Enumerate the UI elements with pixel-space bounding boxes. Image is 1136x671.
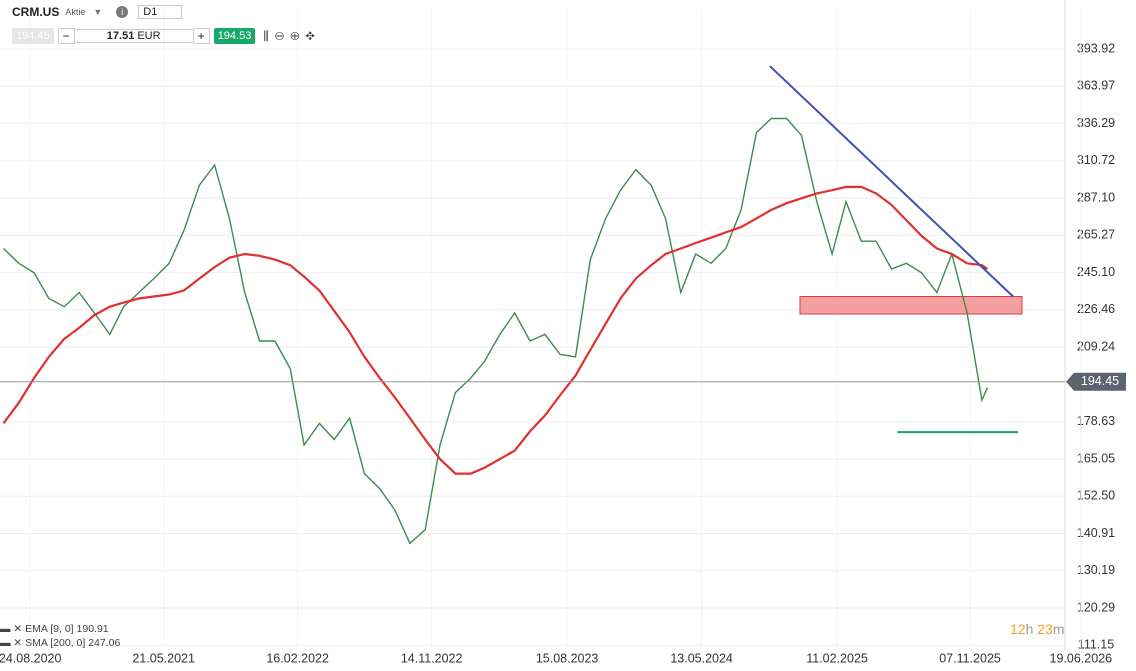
y-tick-label: 178.63: [1077, 414, 1115, 428]
x-tick-label: 07.11.2025: [939, 651, 1001, 665]
y-tick-label: 130.19: [1077, 563, 1115, 577]
chart-tools[interactable]: ⫼⊖⊕✥: [263, 28, 321, 43]
y-tick-label: 265.27: [1077, 228, 1115, 242]
y-tick-label: 111.15: [1078, 638, 1114, 652]
x-tick-label: 15.08.2023: [536, 651, 599, 665]
indicator-value: 190.91: [76, 623, 109, 635]
y-tick-label: 140.91: [1077, 526, 1115, 540]
volume: 17.51: [106, 30, 135, 42]
y-tick-label: 120.29: [1077, 600, 1115, 614]
y-tick-label: 165.05: [1077, 451, 1115, 465]
last-price-box: [1066, 372, 1126, 391]
trend-line: [769, 65, 1014, 298]
indicator-row: ▬ ✕ SMA [200, 0] 247.06: [0, 637, 121, 649]
timer-minutes: 23: [1037, 621, 1053, 637]
y-tick-label: 336.29: [1077, 116, 1115, 130]
x-tick-label: 16.02.2022: [266, 651, 329, 665]
interval-select[interactable]: D1: [138, 5, 183, 19]
indicator-name: EMA [9, 0]: [25, 623, 74, 635]
volume-input[interactable]: 17.51 EUR: [74, 29, 194, 43]
timer-hours: 12: [1010, 621, 1026, 637]
y-tick-label: 209.24: [1077, 339, 1115, 353]
y-tick-label: 152.50: [1077, 489, 1115, 503]
timer-unit: m: [1052, 621, 1065, 637]
last-price-label: 194.45: [1081, 374, 1119, 388]
toolbar-row2: 194.45 − 17.51 EUR + 194.53 ⫼⊖⊕✥: [12, 27, 321, 45]
indicator-name: SMA [200, 0]: [25, 637, 86, 649]
resistance-zone: [799, 296, 1023, 315]
minus-button[interactable]: −: [57, 28, 75, 44]
timer: 12h 23m: [1010, 621, 1065, 637]
indicator-row: ▬ ✕ EMA [9, 0] 190.91: [0, 623, 109, 635]
price-line: [3, 117, 989, 545]
plus-button[interactable]: +: [193, 28, 210, 44]
symbol[interactable]: CRM.US: [12, 5, 60, 19]
x-tick-label: 19.06.2026: [1050, 651, 1113, 665]
y-tick-label: 226.46: [1077, 302, 1115, 316]
y-tick-label: 393.92: [1077, 41, 1115, 55]
y-tick-label: 245.10: [1077, 265, 1115, 279]
x-tick-label: 11.02.2025: [806, 651, 868, 665]
x-tick-label: 24.08.2020: [0, 651, 61, 665]
kind: Aktie: [65, 7, 86, 17]
ask-price[interactable]: 194.53: [213, 28, 256, 44]
toolbar-row1: CRM.US Aktie ▼ i D1: [12, 4, 183, 20]
indicator-legend: ▬ ✕ EMA [9, 0] 190.91 ▬ ✕ SMA [200, 0] 2…: [0, 622, 120, 650]
y-tick-label: 287.10: [1077, 190, 1115, 204]
bid-price[interactable]: 194.45: [12, 28, 54, 44]
x-tick-label: 13.05.2024: [670, 651, 733, 665]
sma-line: [2, 185, 989, 475]
info-icon[interactable]: i: [116, 6, 129, 18]
x-tick-label: 14.11.2022: [401, 651, 463, 665]
y-tick-label: 363.97: [1077, 79, 1115, 93]
timer-unit: h: [1025, 621, 1034, 637]
x-tick-label: 21.05.2021: [132, 651, 195, 665]
dropdown-arrow[interactable]: ▼: [93, 7, 103, 17]
indicator-value: 247.06: [88, 637, 121, 649]
y-tick-label: 310.72: [1077, 153, 1115, 167]
currency: EUR: [137, 30, 161, 42]
